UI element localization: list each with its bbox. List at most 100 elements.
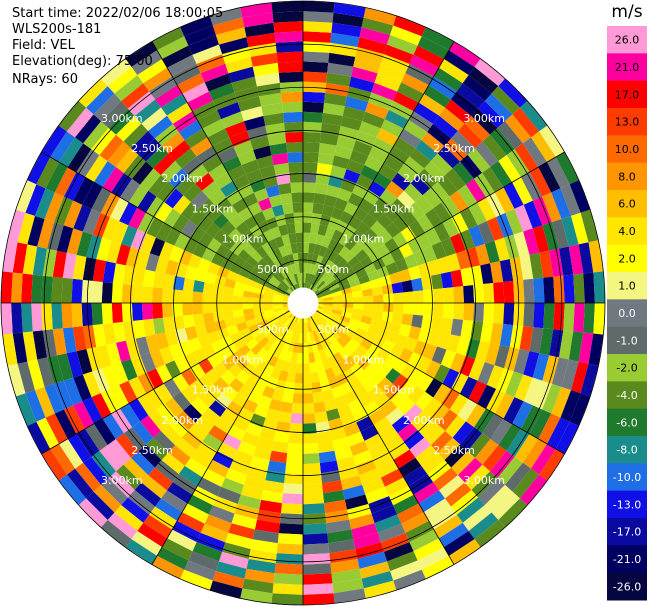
velocity-cell bbox=[331, 568, 362, 584]
velocity-cell bbox=[66, 468, 94, 499]
velocity-cell bbox=[287, 341, 295, 353]
velocity-cell bbox=[188, 34, 220, 55]
velocity-cell bbox=[242, 12, 274, 28]
velocity-cell bbox=[343, 201, 359, 216]
velocity-cell bbox=[348, 278, 361, 288]
velocity-cell bbox=[407, 237, 423, 254]
velocity-cell bbox=[162, 288, 173, 303]
velocity-cell bbox=[303, 593, 335, 605]
velocity-cell bbox=[153, 430, 176, 453]
velocity-cell bbox=[233, 338, 246, 351]
velocity-cell bbox=[320, 470, 341, 484]
velocity-cell bbox=[415, 445, 438, 466]
velocity-cell bbox=[568, 331, 584, 362]
velocity-cell bbox=[350, 229, 364, 244]
velocity-cell bbox=[318, 348, 328, 361]
velocity-cell bbox=[543, 276, 555, 303]
velocity-cell bbox=[346, 86, 372, 102]
velocity-cell bbox=[268, 194, 283, 208]
velocity-cell bbox=[245, 422, 263, 438]
velocity-cell bbox=[235, 321, 248, 332]
velocity-cell bbox=[299, 323, 303, 334]
velocity-cell bbox=[397, 82, 424, 103]
velocity-cell bbox=[119, 380, 138, 404]
colorbar-block bbox=[607, 518, 647, 546]
velocity-cell bbox=[368, 442, 389, 460]
velocity-cell bbox=[331, 290, 343, 297]
velocity-cell bbox=[274, 235, 285, 248]
velocity-cell bbox=[398, 268, 412, 283]
velocity-cell bbox=[220, 220, 236, 236]
velocity-cell bbox=[132, 267, 146, 287]
velocity-cell bbox=[148, 175, 169, 197]
velocity-cell bbox=[142, 269, 156, 288]
velocity-cell bbox=[573, 273, 585, 303]
velocity-cell bbox=[340, 475, 363, 491]
velocity-cell bbox=[313, 276, 321, 287]
range-label: 1.50km bbox=[373, 384, 415, 397]
velocity-cell bbox=[237, 384, 253, 399]
velocity-cell bbox=[102, 322, 116, 345]
velocity-cell bbox=[313, 192, 327, 205]
velocity-cell bbox=[360, 338, 373, 351]
velocity-cell bbox=[362, 309, 374, 318]
velocity-cell bbox=[494, 393, 515, 419]
velocity-cell bbox=[181, 430, 203, 450]
velocity-cell bbox=[180, 15, 213, 37]
velocity-cell bbox=[207, 330, 221, 344]
velocity-cell bbox=[491, 86, 520, 115]
velocity-cell bbox=[459, 355, 476, 377]
velocity-cell bbox=[559, 330, 574, 360]
velocity-cell bbox=[477, 362, 495, 385]
velocity-cell bbox=[303, 543, 330, 555]
velocity-cell bbox=[486, 388, 506, 414]
velocity-cell bbox=[403, 291, 414, 303]
velocity-cell bbox=[212, 137, 234, 155]
velocity-cell bbox=[115, 115, 142, 142]
velocity-cell bbox=[384, 353, 399, 369]
velocity-cell bbox=[291, 403, 303, 414]
velocity-cell bbox=[326, 184, 341, 198]
velocity-cell bbox=[32, 330, 47, 360]
velocity-cell bbox=[322, 296, 334, 301]
velocity-cell bbox=[310, 371, 320, 384]
velocity-cell bbox=[207, 128, 230, 147]
velocity-cell bbox=[529, 252, 544, 279]
velocity-cell bbox=[204, 321, 217, 335]
velocity-cell bbox=[368, 146, 389, 164]
velocity-cell bbox=[324, 92, 347, 107]
velocity-cell bbox=[262, 174, 278, 189]
velocity-cell bbox=[231, 76, 257, 93]
velocity-cell bbox=[409, 54, 439, 77]
velocity-cell bbox=[187, 91, 213, 112]
velocity-cell bbox=[273, 273, 283, 283]
colorbar-block bbox=[607, 436, 647, 464]
velocity-cell bbox=[361, 17, 394, 35]
velocity-cell bbox=[202, 154, 223, 173]
velocity-cell bbox=[330, 286, 342, 294]
azimuth-spoke bbox=[41, 151, 304, 304]
velocity-cell bbox=[446, 334, 461, 353]
velocity-cell bbox=[451, 130, 476, 155]
velocity-cell bbox=[121, 497, 150, 523]
velocity-cell bbox=[250, 250, 263, 263]
velocity-cell bbox=[242, 290, 254, 298]
velocity-cell bbox=[27, 215, 45, 247]
velocity-cell bbox=[468, 380, 487, 404]
velocity-cell bbox=[428, 506, 457, 530]
velocity-cell bbox=[497, 456, 523, 485]
velocity-cell bbox=[183, 237, 199, 254]
velocity-cell bbox=[453, 286, 465, 303]
velocity-cell bbox=[202, 468, 226, 487]
velocity-cell bbox=[303, 51, 330, 63]
range-label: 500m bbox=[317, 263, 349, 276]
velocity-cell bbox=[238, 327, 251, 339]
velocity-cell bbox=[242, 362, 256, 377]
velocity-cell bbox=[67, 143, 92, 173]
velocity-cell bbox=[353, 207, 369, 222]
colorbar-block bbox=[607, 354, 647, 382]
velocity-cell bbox=[212, 293, 223, 303]
velocity-cell bbox=[237, 407, 254, 423]
velocity-cell bbox=[272, 11, 303, 23]
velocity-cell bbox=[391, 282, 404, 294]
